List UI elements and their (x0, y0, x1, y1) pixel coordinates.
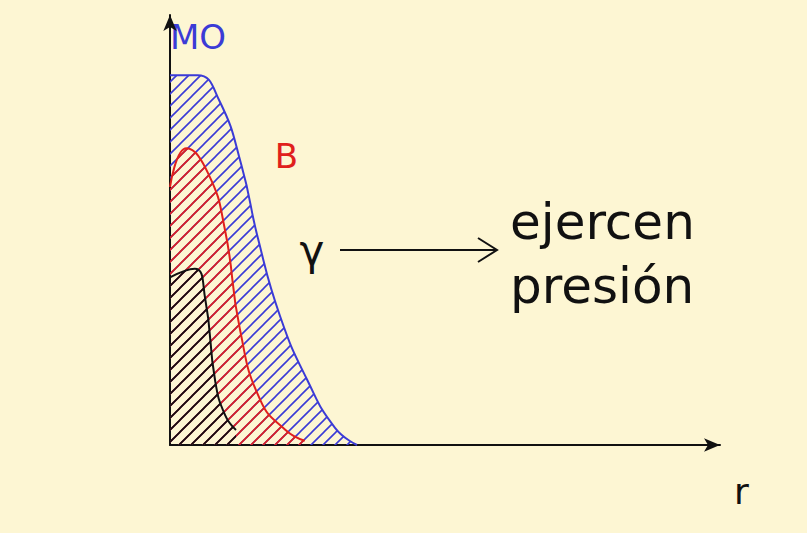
svg-text:r: r (734, 471, 749, 512)
svg-text:ejercen: ejercen (510, 193, 695, 251)
svg-text:γ: γ (300, 226, 325, 275)
svg-text:B: B (275, 136, 298, 176)
svg-text:MO: MO (170, 17, 226, 57)
svg-text:presión: presión (510, 257, 694, 315)
